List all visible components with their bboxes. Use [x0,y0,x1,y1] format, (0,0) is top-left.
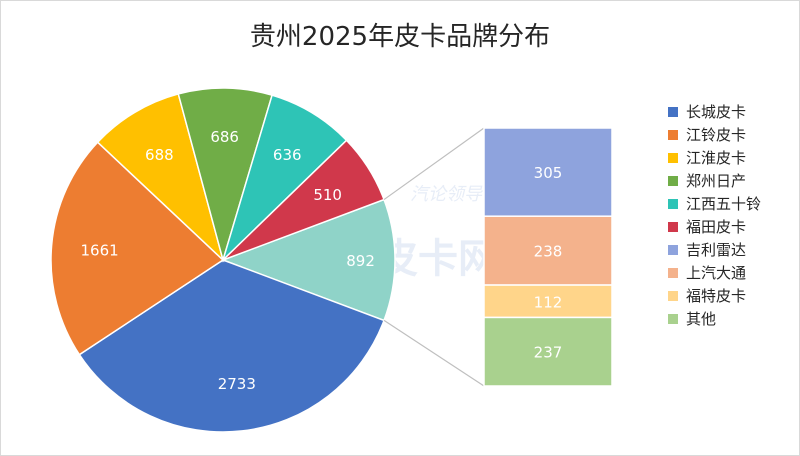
legend-label: 福特皮卡 [686,287,747,305]
bar-data-label: 237 [534,344,563,362]
legend-swatch [668,267,678,278]
bar-segment-其他 [483,316,613,387]
legend-swatch [668,106,678,117]
legend-label: 江淮皮卡 [686,149,747,167]
bar-segment-上汽大通 [483,215,613,286]
bar-data-label: 112 [534,293,563,311]
pie-slice-郑州日产 [177,87,274,263]
pie-slice-长城皮卡 [78,259,386,433]
legend-item: 上汽大通 [668,261,798,284]
chart-title: 贵州2025年皮卡品牌分布 [249,22,551,52]
bar-data-label: 238 [534,243,563,261]
watermark-tagline: 汽论领导者 [410,184,502,205]
legend-label: 江铃皮卡 [686,126,747,144]
legend-swatch [668,313,678,324]
legend-label: 长城皮卡 [686,103,747,121]
legend-swatch [668,152,678,163]
pie-data-label: 1661 [81,241,119,259]
legend-label: 福田皮卡 [686,218,747,236]
pie-slice-江淮皮卡 [96,92,225,263]
pie-data-label: 2733 [218,375,256,393]
legend-label: 吉利雷达 [686,241,747,259]
legend-item: 江西五十铃 [668,192,798,215]
legend-label: 上汽大通 [686,264,747,282]
bar-data-label: 305 [534,164,563,182]
legend-label: 其他 [686,310,717,328]
pie-data-label: 686 [210,128,239,146]
legend-item: 郑州日产 [668,169,798,192]
legend-item: 长城皮卡 [668,100,798,123]
legend-label: 江西五十铃 [686,195,762,213]
pie-data-label: 892 [346,252,375,270]
legend-item: 江铃皮卡 [668,123,798,146]
legend-swatch [668,198,678,209]
pie-data-label: 510 [313,186,342,204]
bar-segment-吉利雷达 [483,127,613,217]
pie-slice-江西五十铃 [221,94,348,263]
pie-slice-other-group [220,198,396,322]
legend-item: 福田皮卡 [668,215,798,238]
legend-swatch [668,129,678,140]
connector-line-bottom [383,319,485,387]
legend-swatch [668,221,678,232]
legend-item: 其他 [668,307,798,330]
legend-swatch [668,244,678,255]
pie-slice-江铃皮卡 [50,141,225,356]
legend-item: 福特皮卡 [668,284,798,307]
connector-line-top [383,127,485,201]
bar-segment-福特皮卡 [483,284,613,319]
legend-swatch [668,175,678,186]
pie-data-label: 636 [273,146,302,164]
legend-item: 江淮皮卡 [668,146,798,169]
legend-swatch [668,290,678,301]
legend-label: 郑州日产 [686,172,747,190]
pie-data-label: 688 [145,146,174,164]
chart-legend: 长城皮卡江铃皮卡江淮皮卡郑州日产江西五十铃福田皮卡吉利雷达上汽大通福特皮卡其他 [668,100,798,330]
legend-item: 吉利雷达 [668,238,798,261]
